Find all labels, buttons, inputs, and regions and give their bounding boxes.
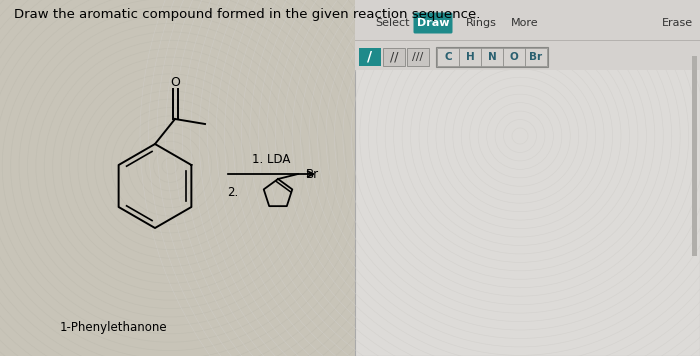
Bar	[503, 48, 525, 66]
Bar	[355, 0, 700, 70]
Text: O: O	[510, 52, 519, 62]
Text: Rings: Rings	[466, 18, 497, 28]
Text: Draw: Draw	[416, 18, 449, 28]
Text: /: /	[368, 50, 372, 64]
Text: Br: Br	[529, 52, 542, 62]
Text: Select: Select	[375, 18, 410, 28]
Text: O: O	[170, 77, 180, 89]
Bar	[459, 48, 481, 66]
Bar	[407, 48, 429, 66]
Text: 1. LDA: 1. LDA	[252, 153, 290, 166]
FancyBboxPatch shape	[414, 12, 452, 33]
Text: 2.: 2.	[227, 186, 238, 199]
Text: Erase: Erase	[662, 18, 693, 28]
Text: N: N	[488, 52, 496, 62]
Bar	[383, 48, 405, 66]
Text: More: More	[511, 18, 538, 28]
Bar	[692, 56, 697, 256]
Text: H: H	[466, 52, 475, 62]
Bar	[359, 48, 381, 66]
Bar	[436, 47, 548, 67]
Text: ///: ///	[412, 52, 423, 62]
Bar	[481, 48, 503, 66]
Bar	[437, 48, 459, 66]
Text: 1-Phenylethanone: 1-Phenylethanone	[60, 321, 167, 334]
Bar	[525, 48, 547, 66]
Text: C: C	[444, 52, 452, 62]
Text: //: //	[390, 51, 398, 63]
Text: Br: Br	[306, 168, 319, 180]
Text: Draw the aromatic compound formed in the given reaction sequence.: Draw the aromatic compound formed in the…	[14, 8, 480, 21]
Bar	[355, 0, 700, 356]
